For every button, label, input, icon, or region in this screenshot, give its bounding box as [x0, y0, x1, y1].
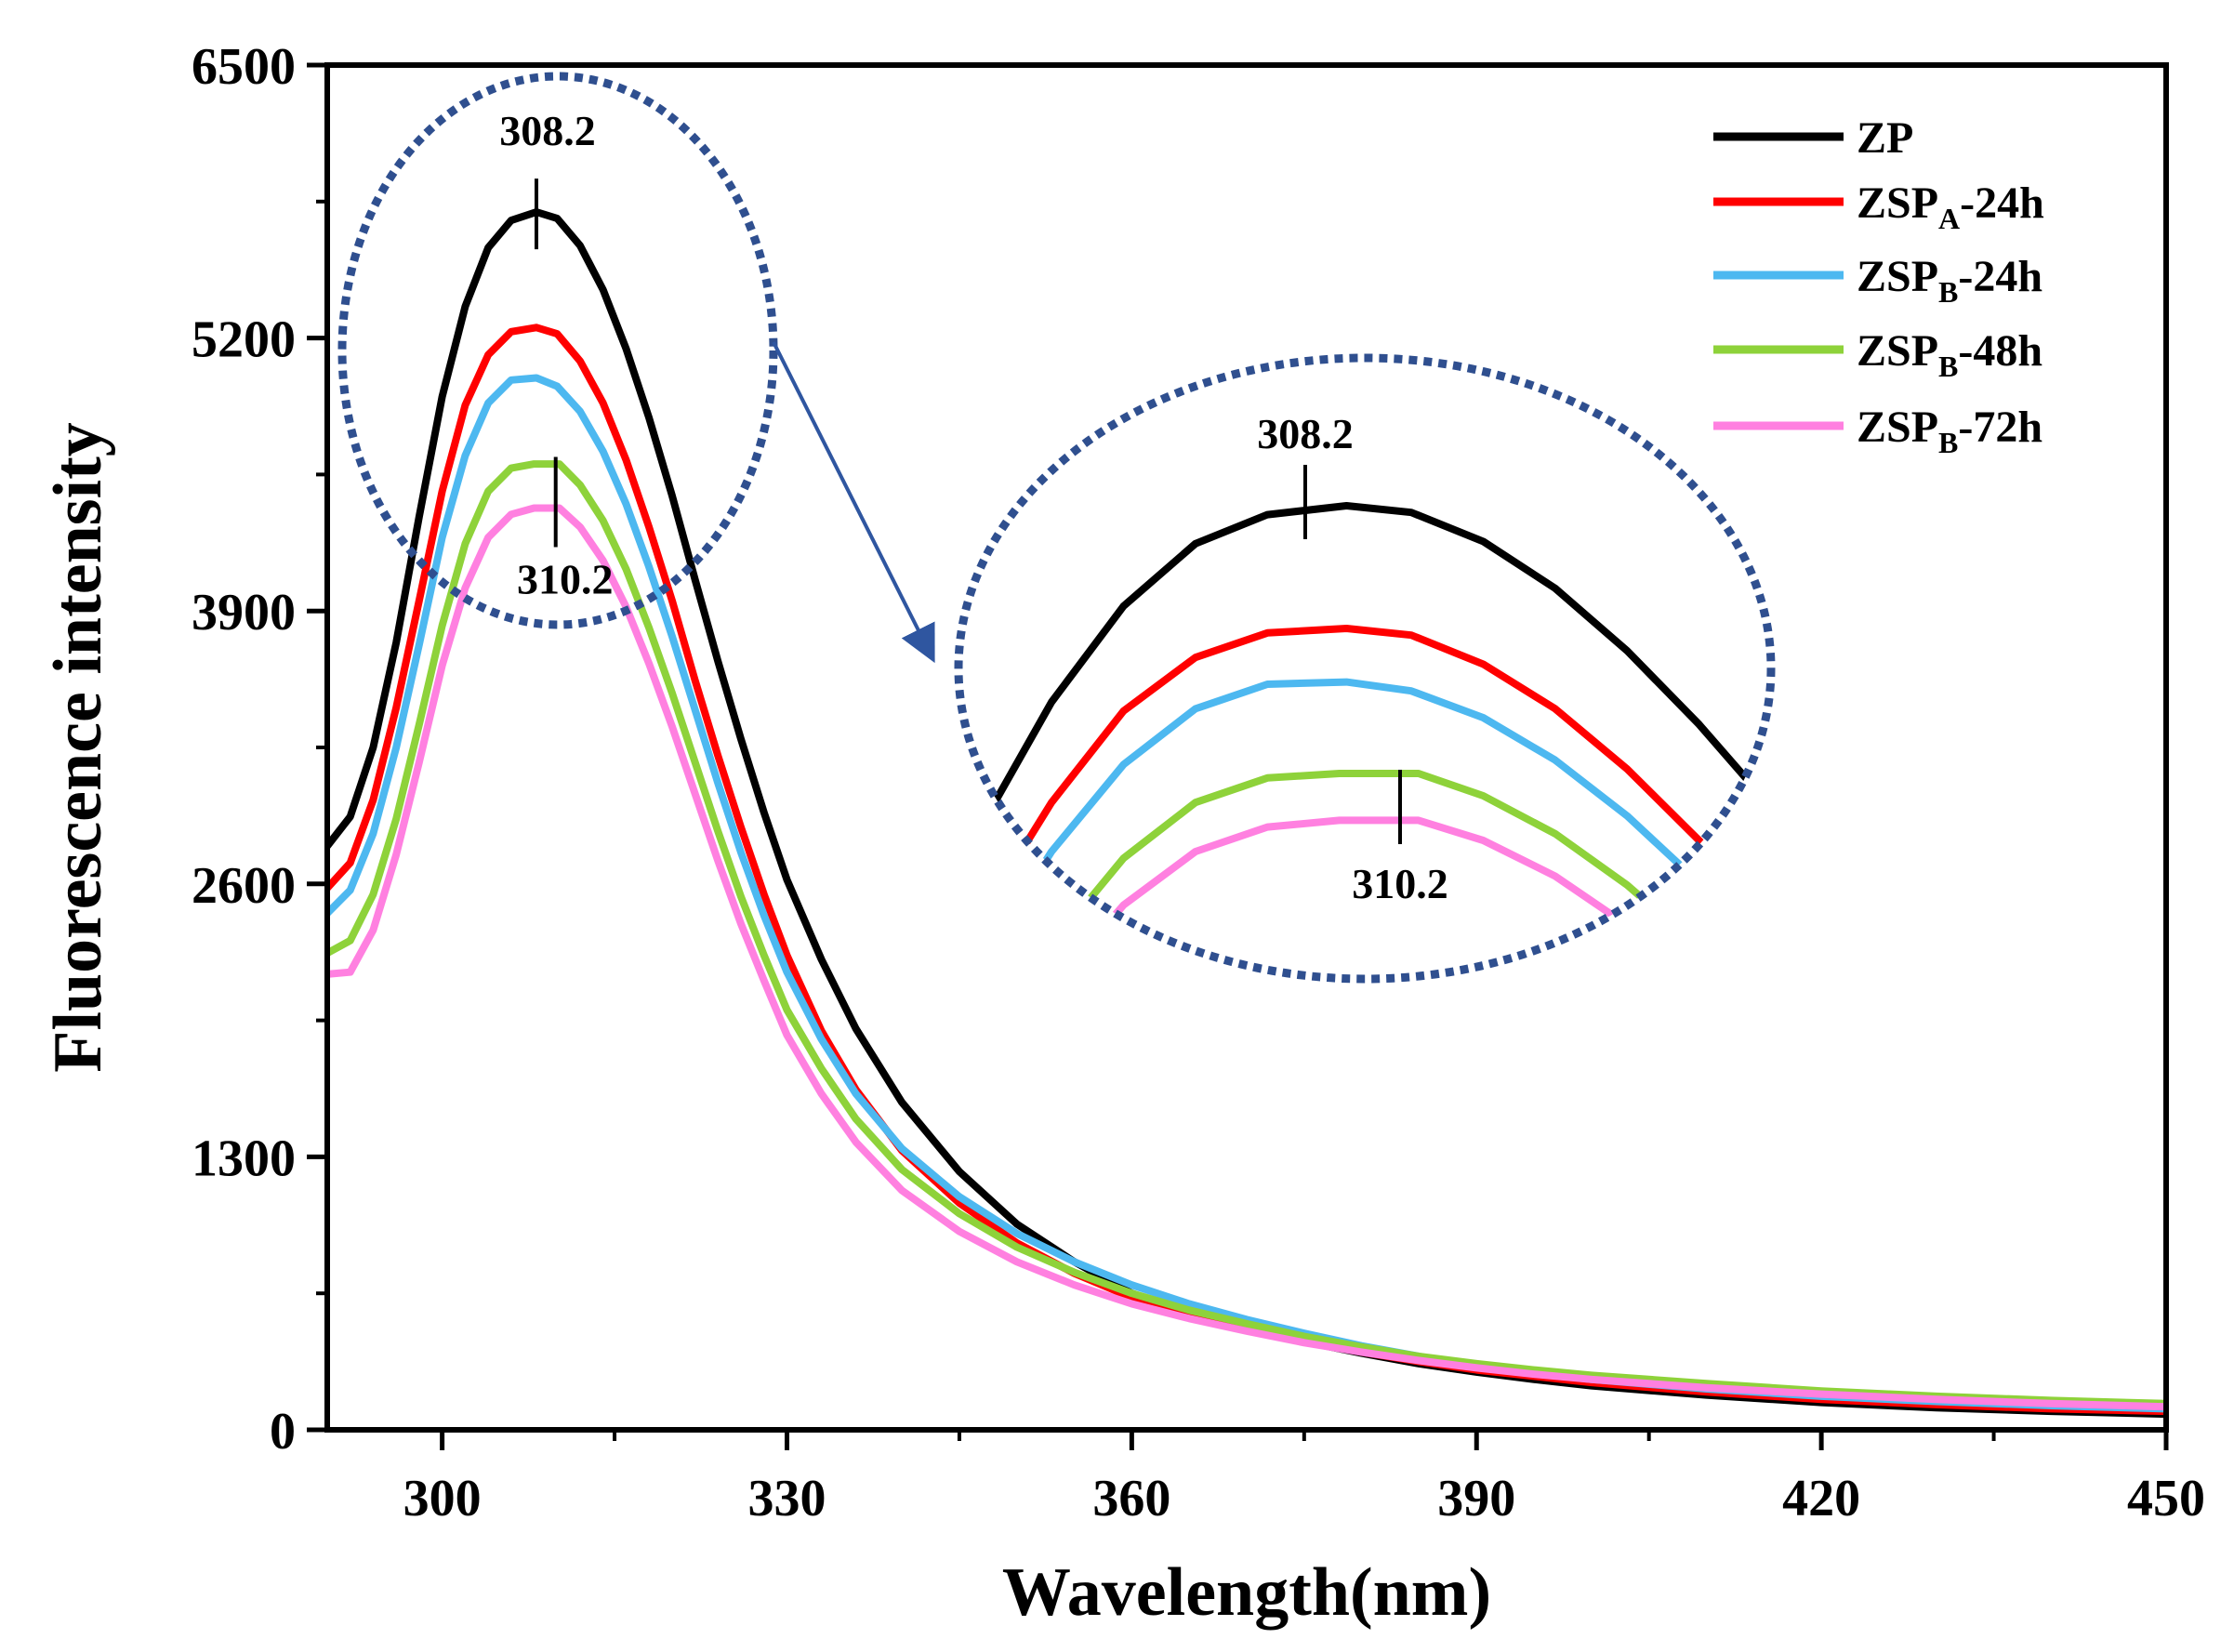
peak-label-zspb72: 310.2: [517, 556, 614, 603]
legend-label-zspb-24h: ZSPB-24h: [1857, 252, 2042, 309]
legend-label-zspb-48h: ZSPB-48h: [1857, 326, 2042, 383]
legend-item-zspa-24h: ZSPA-24h: [1713, 178, 2044, 235]
y-tick-label: 5200: [192, 311, 296, 369]
inset-line-zspb24: [976, 678, 1771, 968]
series-line-zp: [327, 208, 2166, 1419]
y-tick-label: 0: [270, 1403, 296, 1460]
series-line-zspa24: [327, 324, 2166, 1416]
inset-circle: [954, 353, 1776, 984]
inset-series: [976, 502, 1771, 979]
zoom-circle: [337, 72, 778, 629]
series-line-zspb72: [327, 504, 2166, 1411]
y-tick-label: 3900: [192, 584, 296, 641]
x-tick-label: 330: [748, 1470, 826, 1527]
legend-label-zp: ZP: [1857, 113, 1913, 163]
peak-label-zp: 308.2: [499, 107, 596, 154]
legend: ZP ZSPA-24h ZSPB-24h ZSPB-48h ZSPB-72h: [1713, 113, 2044, 459]
legend-item-zspb-48h: ZSPB-48h: [1713, 326, 2042, 383]
x-tick-label: 360: [1092, 1470, 1170, 1527]
inset-zoom: 308.2 310.2: [954, 353, 1776, 984]
legend-item-zspb-24h: ZSPB-24h: [1713, 252, 2042, 309]
series-line-zspb24: [327, 374, 2166, 1413]
legend-item-zspb-72h: ZSPB-72h: [1713, 403, 2042, 459]
inset-line-zspa24: [976, 625, 1771, 921]
inset-peak-label-zspb72: 310.2: [1352, 860, 1448, 907]
inset-line-zp: [976, 502, 1771, 831]
x-tick-label: 300: [403, 1470, 482, 1527]
y-tick-label: 6500: [192, 38, 296, 96]
x-axis-title: Wavelength(nm): [1002, 1554, 1491, 1631]
y-tick-label: 1300: [192, 1130, 296, 1187]
x-tick-label: 420: [1782, 1470, 1860, 1527]
peak-annotations: 308.2 310.2: [499, 107, 613, 602]
legend-label-zspa-24h: ZSPA-24h: [1857, 178, 2044, 235]
y-axis-title: Fluorescence intensity: [40, 422, 116, 1072]
y-axis-ticks: 0 1300 2600 3900 5200 6500: [192, 38, 327, 1460]
legend-item-zp: ZP: [1713, 113, 1913, 163]
y-tick-label: 2600: [192, 857, 296, 915]
x-axis-ticks: 300 330 360 390 420 450: [403, 1430, 2205, 1527]
x-tick-label: 450: [2127, 1470, 2205, 1527]
zoom-arrow: [772, 341, 935, 664]
inset-peak-label-zp: 308.2: [1257, 410, 1354, 457]
x-tick-label: 390: [1437, 1470, 1515, 1527]
series-line-zspb48: [327, 460, 2166, 1408]
series-layer: [327, 208, 2166, 1419]
legend-label-zspb-72h: ZSPB-72h: [1857, 403, 2042, 459]
inset-line-zspb48: [976, 770, 1771, 979]
